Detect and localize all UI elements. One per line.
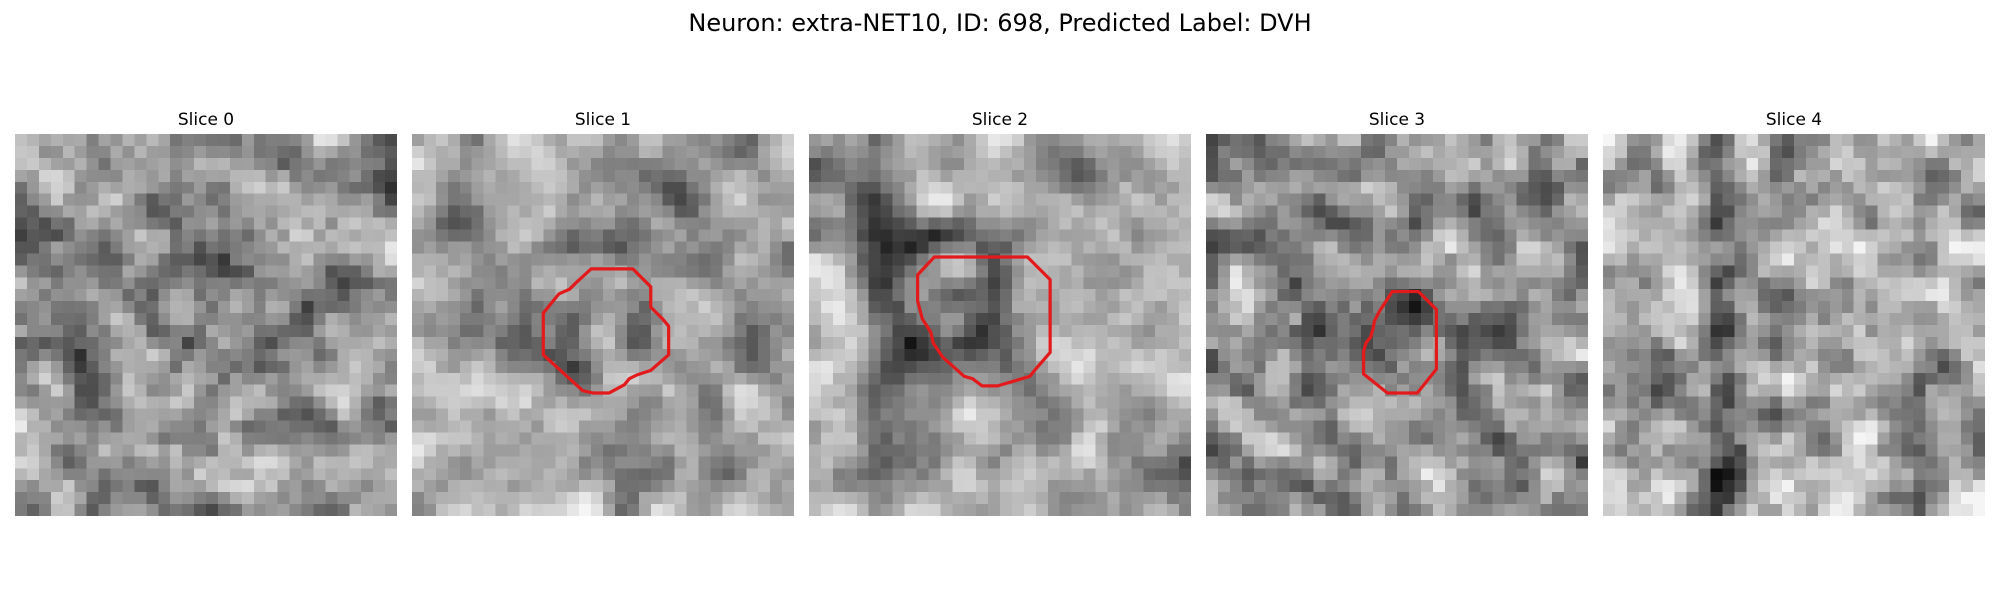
slice-image-0 [15, 134, 397, 516]
neuron-contour [1361, 289, 1439, 395]
figure-title: Neuron: extra-NET10, ID: 698, Predicted … [688, 9, 1312, 37]
slice-image-1 [412, 134, 794, 516]
slice-image-3 [1206, 134, 1588, 516]
slice-title-2: Slice 2 [971, 110, 1029, 130]
pixel-grid [809, 134, 1191, 516]
neuron-contour [916, 255, 1052, 388]
slice-title-4: Slice 4 [1765, 110, 1823, 130]
slice-image-2 [809, 134, 1191, 516]
slice-title-0: Slice 0 [177, 110, 235, 130]
pixel-grid [15, 134, 397, 516]
pixel-grid [412, 134, 794, 516]
slice-title-3: Slice 3 [1368, 110, 1426, 130]
pixel-grid [1206, 134, 1588, 516]
pixel-grid [1603, 134, 1985, 516]
slice-image-4 [1603, 134, 1985, 516]
neuron-contour [541, 267, 671, 395]
slice-title-1: Slice 1 [574, 110, 632, 130]
